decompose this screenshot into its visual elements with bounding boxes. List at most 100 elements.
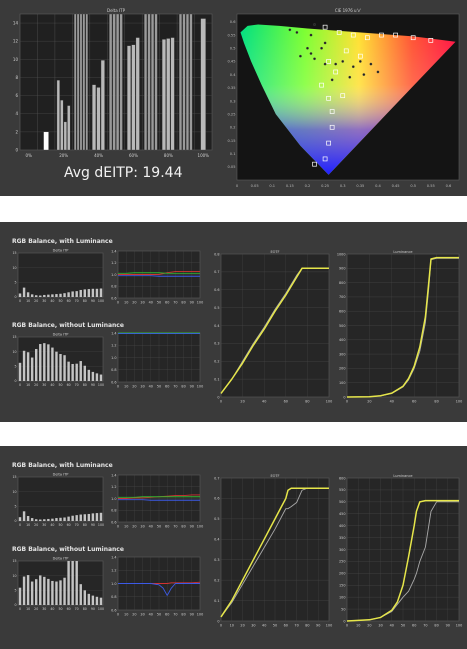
series-line-blue bbox=[118, 275, 200, 277]
x-tick-label: 10 bbox=[26, 299, 30, 303]
rgb-balance-without-luminance-title: RGB Balance, without Luminance bbox=[12, 546, 124, 553]
x-tick-label: 20 bbox=[240, 624, 244, 628]
deitp-bar bbox=[47, 578, 50, 605]
deitp-bar bbox=[79, 289, 82, 297]
x-tick-label: 90 bbox=[190, 525, 194, 529]
x-tick-label: 60% bbox=[129, 153, 138, 158]
x-tick-label: 40 bbox=[149, 525, 153, 529]
deitp-bar bbox=[144, 13, 148, 151]
y-tick-label: 0.2 bbox=[230, 126, 236, 130]
y-tick-label: 1.0 bbox=[111, 356, 116, 360]
x-tick-label: 100 bbox=[456, 624, 462, 628]
deitp-bar bbox=[71, 291, 74, 297]
deitp-bar bbox=[151, 13, 155, 151]
x-tick-label: 40 bbox=[50, 299, 54, 303]
target-square bbox=[329, 124, 335, 130]
y-tick-label: 10 bbox=[12, 490, 16, 494]
x-tick-label: 30 bbox=[140, 301, 144, 305]
y-tick-label: 0.6 bbox=[230, 20, 236, 24]
target-square bbox=[322, 24, 328, 30]
series-line-yellow bbox=[346, 256, 459, 398]
y-tick-label: 200 bbox=[339, 367, 345, 371]
target-square bbox=[312, 161, 317, 167]
target-square bbox=[343, 48, 349, 54]
deitp-bar bbox=[85, 13, 89, 151]
y-tick-label: 0.8 bbox=[111, 595, 116, 599]
deitp-bar bbox=[200, 18, 206, 151]
x-tick-label: 70 bbox=[173, 525, 177, 529]
deitp-bar bbox=[73, 13, 77, 151]
x-tick-label: 20 bbox=[367, 624, 371, 628]
rgb-balance-without-luminance-chart: 1.4 1.2 1.0 0.8 0.60 10 20 30 40 50 60 70 80 90 100 bbox=[111, 555, 203, 617]
y-tick-label: 0.6 bbox=[111, 380, 116, 384]
x-tick-label: 80 bbox=[181, 613, 185, 617]
series-line-gray_curve bbox=[220, 487, 329, 618]
target-square bbox=[379, 32, 384, 38]
x-tick-label: 40 bbox=[390, 624, 394, 628]
deitp-bar bbox=[18, 587, 22, 605]
x-tick-label: 100 bbox=[197, 525, 203, 529]
deitp-bar bbox=[95, 288, 99, 297]
deitp-bar bbox=[63, 577, 66, 605]
y-tick-label: 0.1 bbox=[230, 152, 236, 156]
x-tick-label: 40 bbox=[149, 385, 153, 389]
measured-point bbox=[351, 65, 355, 69]
x-tick-label: 80 bbox=[434, 624, 438, 628]
y-tick-label: 0.5 bbox=[214, 517, 219, 521]
eotf-chart: EOTF 0 0.1 0.2 0.3 0.4 0.5 0.6 0.7 0 10 20 30 40 50 60 7… bbox=[214, 474, 332, 628]
x-tick-label: 0.05 bbox=[251, 184, 259, 188]
measured-point bbox=[341, 60, 345, 63]
deitp-bar bbox=[63, 293, 66, 297]
y-tick-label: 1.0 bbox=[111, 582, 116, 586]
deitp-bar bbox=[182, 13, 186, 151]
x-tick-label: 60 bbox=[67, 383, 71, 387]
deitp-bars-with-luminance: Delta ITP 0 5 10 15 0 10 20 30 40 50 60 70 80 90 100 bbox=[12, 249, 104, 304]
x-tick-label: 30 bbox=[251, 624, 255, 628]
deitp-bar bbox=[30, 581, 34, 605]
deitp-bar bbox=[82, 13, 86, 151]
x-tick-label: 80 bbox=[83, 383, 87, 387]
series-line-blue bbox=[118, 499, 200, 501]
x-tick-label: 0.5 bbox=[410, 184, 416, 188]
measured-point bbox=[295, 31, 299, 34]
x-tick-label: 70 bbox=[423, 624, 427, 628]
chart-title: EOTF bbox=[270, 474, 279, 478]
measured-point bbox=[309, 52, 313, 55]
panel-rgb-balance-1: RGB Balance, with Luminance Delta ITP 0 5 1… bbox=[0, 222, 467, 422]
measured-point bbox=[309, 33, 313, 37]
plot-area bbox=[17, 252, 104, 298]
x-tick-label: 0 bbox=[117, 385, 119, 389]
y-tick-label: 5 bbox=[14, 365, 16, 369]
y-tick-label: 0.3 bbox=[214, 342, 219, 346]
deitp-bar bbox=[63, 355, 66, 381]
x-tick-label: 0.45 bbox=[392, 184, 400, 188]
target-square bbox=[393, 32, 398, 38]
x-tick-label: 40 bbox=[390, 400, 394, 404]
x-tick-label: 20 bbox=[240, 400, 244, 404]
y-tick-label: 5 bbox=[14, 505, 16, 509]
x-tick-label: 50 bbox=[157, 301, 161, 305]
deitp-bar bbox=[79, 584, 82, 605]
x-tick-label: 50 bbox=[273, 624, 277, 628]
y-tick-label: 100 bbox=[339, 381, 345, 385]
x-tick-label: 80 bbox=[305, 624, 309, 628]
series-line-yellow bbox=[346, 499, 459, 622]
x-tick-label: 60 bbox=[67, 607, 71, 611]
deitp-bar bbox=[22, 287, 26, 297]
deitp-bar bbox=[71, 561, 74, 605]
deitp-bar bbox=[99, 512, 103, 521]
y-tick-label: 0.05 bbox=[227, 165, 235, 169]
deitp-bar bbox=[95, 373, 99, 381]
deitp-bar bbox=[79, 13, 83, 151]
cie-gamut-chart: CIE 1976 u'v' 0 0.05 0.1 0.15 0.2 0.25 0.3 0.35 0… bbox=[227, 8, 460, 188]
deitp-bar bbox=[185, 13, 189, 151]
x-tick-label: 80 bbox=[181, 385, 185, 389]
deitp-bar bbox=[30, 518, 34, 521]
deitp-bar bbox=[47, 344, 50, 381]
x-tick-label: 70 bbox=[294, 624, 298, 628]
deitp-bar bbox=[67, 292, 70, 297]
y-tick-label: 15 bbox=[12, 475, 16, 479]
x-tick-label: 0 bbox=[19, 383, 21, 387]
x-tick-label: 10 bbox=[124, 301, 128, 305]
x-tick-label: 50 bbox=[58, 383, 62, 387]
